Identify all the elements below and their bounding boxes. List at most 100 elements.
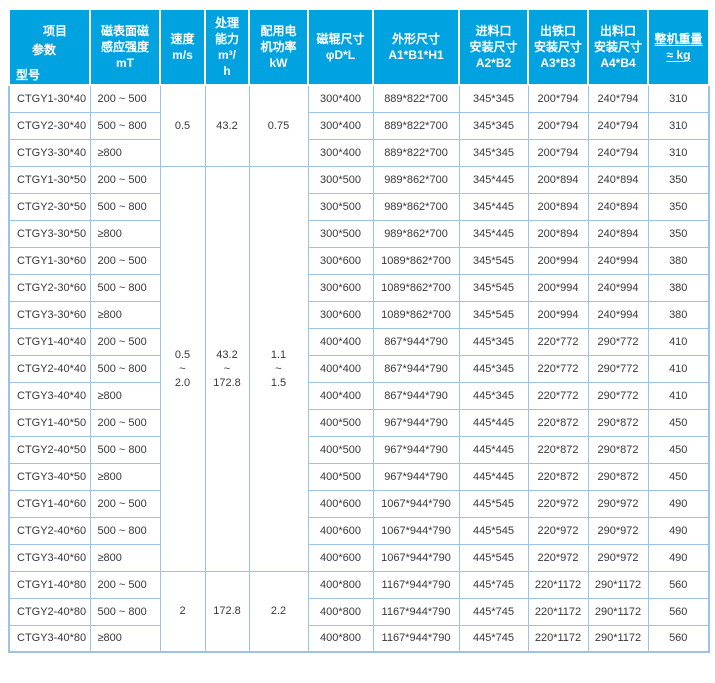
table-row: CTGY2-30*40 500 ~ 800 300*400 889*822*700 34… [8, 111, 710, 140]
mt-cell: 500 ~ 800 [89, 354, 161, 383]
power-cell: 2.2 [248, 570, 309, 653]
weight-cell: 350 [647, 192, 710, 221]
iron-outlet-size-cell: 220*1172 [527, 597, 589, 626]
mt-cell: 200 ~ 500 [89, 408, 161, 437]
outlet-size-cell: 290*1172 [587, 624, 649, 653]
iron-outlet-size-cell: 220*872 [527, 462, 589, 491]
weight-cell: 490 [647, 516, 710, 545]
outlet-size-cell: 290*872 [587, 435, 649, 464]
inlet-size-cell: 345*445 [458, 192, 529, 221]
outlet-size-cell: 290*1172 [587, 597, 649, 626]
table-row: CTGY2-30*50 500 ~ 800 300*500 989*862*700 34… [8, 192, 710, 221]
overall-size-cell: 889*822*700 [372, 138, 460, 167]
capacity-cell: 43.2 [204, 84, 250, 167]
outlet-size-cell: 290*1172 [587, 570, 649, 599]
roller-size-cell: 400*600 [307, 516, 374, 545]
iron-outlet-size-cell: 220*972 [527, 489, 589, 518]
model-cell: CTGY2-40*60 [8, 516, 91, 545]
model-cell: CTGY3-30*60 [8, 300, 91, 329]
model-cell: CTGY2-30*40 [8, 111, 91, 140]
col-header-power: 配用电 机功率 kW [248, 8, 309, 86]
roller-size-cell: 300*400 [307, 111, 374, 140]
weight-cell: 350 [647, 219, 710, 248]
roller-size-cell: 300*600 [307, 300, 374, 329]
model-cell: CTGY2-30*60 [8, 273, 91, 302]
model-cell: CTGY2-30*50 [8, 192, 91, 221]
overall-size-cell: 889*822*700 [372, 111, 460, 140]
roller-size-cell: 400*600 [307, 489, 374, 518]
roller-size-cell: 300*500 [307, 219, 374, 248]
weight-cell: 560 [647, 570, 710, 599]
inlet-size-cell: 445*445 [458, 435, 529, 464]
mt-cell: ≥800 [89, 381, 161, 410]
iron-outlet-size-cell: 220*1172 [527, 624, 589, 653]
outlet-size-cell: 290*772 [587, 354, 649, 383]
iron-outlet-size-cell: 200*794 [527, 111, 589, 140]
mt-cell: 500 ~ 800 [89, 597, 161, 626]
capacity-cell: 172.8 [204, 570, 250, 653]
mt-cell: 200 ~ 500 [89, 165, 161, 194]
model-cell: CTGY1-40*60 [8, 489, 91, 518]
mt-cell: ≥800 [89, 543, 161, 572]
iron-outlet-size-cell: 220*872 [527, 435, 589, 464]
mt-cell: 200 ~ 500 [89, 84, 161, 113]
mt-cell: 500 ~ 800 [89, 435, 161, 464]
overall-size-cell: 1067*944*790 [372, 489, 460, 518]
table-row: CTGY1-40*60 200 ~ 500 400*600 1067*944*790 4… [8, 489, 710, 518]
model-cell: CTGY3-40*40 [8, 381, 91, 410]
speed-cell: 0.5 ~2.0 [159, 165, 206, 572]
corner-header: 项目 参数 型号 [8, 8, 91, 86]
table-row: CTGY2-40*60 500 ~ 800 400*600 1067*944*790 4… [8, 516, 710, 545]
roller-size-cell: 400*500 [307, 435, 374, 464]
iron-outlet-size-cell: 220*972 [527, 543, 589, 572]
overall-size-cell: 1167*944*790 [372, 597, 460, 626]
col-header-mt: 磁表面磁 感应强度 mT [89, 8, 161, 86]
outlet-size-cell: 240*794 [587, 111, 649, 140]
weight-cell: 410 [647, 354, 710, 383]
corner-label-model: 型号 [16, 68, 41, 82]
roller-size-cell: 300*600 [307, 273, 374, 302]
iron-outlet-size-cell: 200*794 [527, 84, 589, 113]
table-row: CTGY3-30*40 ≥800 300*400 889*822*700 345*345… [8, 138, 710, 167]
table-row: CTGY1-40*50 200 ~ 500 400*500 967*944*790 44… [8, 408, 710, 437]
iron-outlet-size-cell: 220*772 [527, 327, 589, 356]
weight-cell: 450 [647, 408, 710, 437]
outlet-size-cell: 240*994 [587, 273, 649, 302]
inlet-size-cell: 445*545 [458, 516, 529, 545]
model-cell: CTGY3-40*60 [8, 543, 91, 572]
outlet-size-cell: 240*994 [587, 246, 649, 275]
outlet-size-cell: 240*794 [587, 138, 649, 167]
overall-size-cell: 1089*862*700 [372, 246, 460, 275]
outlet-size-cell: 290*972 [587, 489, 649, 518]
weight-cell: 310 [647, 138, 710, 167]
table-row: CTGY2-40*80 500 ~ 800 400*800 1167*944*790 4… [8, 597, 710, 626]
outlet-size-cell: 240*894 [587, 192, 649, 221]
roller-size-cell: 400*800 [307, 624, 374, 653]
inlet-size-cell: 345*345 [458, 84, 529, 113]
spec-table: 项目 参数 型号 磁表面磁 感应强度 mT 速度 m/s 处理 能力 m³/h 配用电 机功率 kW 磁辊尺… [8, 8, 710, 653]
overall-size-cell: 1167*944*790 [372, 570, 460, 599]
iron-outlet-size-cell: 200*794 [527, 138, 589, 167]
iron-outlet-size-cell: 200*894 [527, 219, 589, 248]
mt-cell: 500 ~ 800 [89, 273, 161, 302]
outlet-size-cell: 290*772 [587, 381, 649, 410]
table-row: CTGY3-40*50 ≥800 400*500 967*944*790 445*445… [8, 462, 710, 491]
mt-cell: ≥800 [89, 300, 161, 329]
table-row: CTGY1-40*40 200 ~ 500 400*400 867*944*790 44… [8, 327, 710, 356]
roller-size-cell: 300*400 [307, 84, 374, 113]
inlet-size-cell: 345*545 [458, 300, 529, 329]
overall-size-cell: 867*944*790 [372, 381, 460, 410]
model-cell: CTGY2-40*50 [8, 435, 91, 464]
overall-size-cell: 967*944*790 [372, 462, 460, 491]
speed-cell: 0.5 [159, 84, 206, 167]
overall-size-cell: 1167*944*790 [372, 624, 460, 653]
weight-cell: 560 [647, 597, 710, 626]
col-header-capacity: 处理 能力 m³/h [204, 8, 250, 86]
mt-cell: ≥800 [89, 219, 161, 248]
model-cell: CTGY3-30*40 [8, 138, 91, 167]
model-cell: CTGY2-40*80 [8, 597, 91, 626]
iron-outlet-size-cell: 200*994 [527, 300, 589, 329]
weight-cell: 560 [647, 624, 710, 653]
inlet-size-cell: 445*545 [458, 489, 529, 518]
